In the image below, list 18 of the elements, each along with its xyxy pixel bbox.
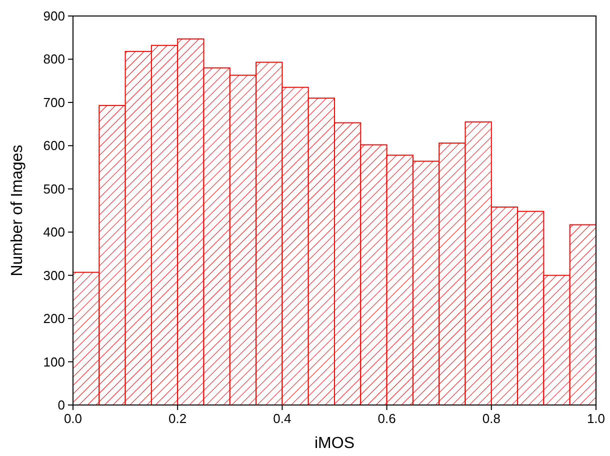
- x-tick-label: 1.0: [586, 411, 606, 426]
- y-tick-label: 400: [43, 224, 65, 240]
- x-tick-label: 0.0: [64, 411, 82, 426]
- x-tick-label: 0.4: [273, 411, 292, 426]
- y-tick-label: 900: [43, 8, 65, 24]
- y-axis-title: Number of Images: [9, 144, 26, 276]
- x-tick-label: 0.2: [168, 411, 187, 426]
- y-tick-label: 700: [43, 94, 65, 110]
- y-tick-label: 200: [43, 311, 65, 326]
- y-tick-label: 800: [43, 52, 65, 67]
- x-tick-label: 0.6: [378, 411, 396, 426]
- y-tick-label: 0: [58, 398, 65, 412]
- y-tick-label: 100: [43, 354, 65, 370]
- x-tick-label: 0.8: [482, 411, 500, 426]
- y-tick-label: 600: [43, 138, 65, 154]
- x-axis-title: iMOS: [314, 435, 354, 452]
- y-tick-label: 300: [43, 268, 65, 283]
- y-tick-label: 500: [43, 181, 65, 196]
